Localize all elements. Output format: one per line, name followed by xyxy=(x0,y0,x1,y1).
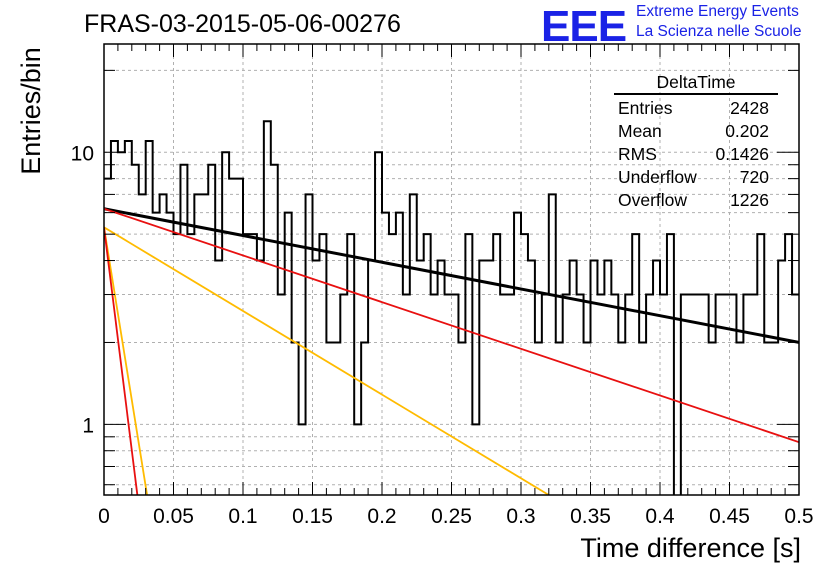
stats-header: DeltaTime xyxy=(614,72,778,95)
stats-label: RMS xyxy=(618,144,657,164)
eee-logo-mark: EEE xyxy=(541,2,627,51)
stats-label: Entries xyxy=(618,98,673,118)
x-tick-label: 0.1 xyxy=(228,505,257,528)
stats-row: RMS 0.1426 xyxy=(611,143,781,166)
x-axis-label: Time difference [s] xyxy=(580,533,801,563)
fit-curve xyxy=(104,207,799,444)
histogram xyxy=(104,120,799,495)
stats-label: Mean xyxy=(618,121,662,141)
x-tick-label: 0.45 xyxy=(709,505,750,528)
eee-logo-line2: La Scienza nelle Scuole xyxy=(636,23,802,40)
fit-curve xyxy=(104,227,139,495)
fit-curve xyxy=(104,227,148,495)
x-tick-label: 0.3 xyxy=(506,505,535,528)
stats-box: DeltaTime Entries 2428 Mean 0.202 RMS 0.… xyxy=(611,72,781,212)
stats-value: 720 xyxy=(739,167,769,187)
x-tick-label: 0.15 xyxy=(292,505,333,528)
stats-row: Entries 2428 xyxy=(611,97,781,120)
stats-row: Overflow 1226 xyxy=(611,189,781,212)
eee-logo-line1: Extreme Energy Events xyxy=(636,3,799,20)
stats-label: Overflow xyxy=(618,190,688,210)
x-tick-label: 0 xyxy=(98,505,110,528)
stats-value: 0.202 xyxy=(725,121,769,141)
y-tick-label: 1 xyxy=(82,414,94,437)
stats-label: Underflow xyxy=(618,167,697,187)
x-tick-label: 0.2 xyxy=(367,505,396,528)
stats-row: Underflow 720 xyxy=(611,166,781,189)
stats-value: 1226 xyxy=(730,190,769,210)
x-tick-label: 0.5 xyxy=(784,505,813,528)
x-tick-label: 0.4 xyxy=(645,505,675,528)
stats-value: 2428 xyxy=(730,98,769,118)
x-tick-label: 0.25 xyxy=(431,505,472,528)
y-axis-label: Entries/bin xyxy=(16,47,46,175)
stats-row: Mean 0.202 xyxy=(611,120,781,143)
x-tick-label: 0.05 xyxy=(153,505,194,528)
x-tick-label: 0.35 xyxy=(570,505,611,528)
y-tick-label: 10 xyxy=(71,142,94,165)
fit-curve xyxy=(104,207,799,344)
chart-title: FRAS-03-2015-05-06-00276 xyxy=(84,10,401,38)
stats-value: 0.1426 xyxy=(715,144,769,164)
fit-curve xyxy=(104,226,550,495)
